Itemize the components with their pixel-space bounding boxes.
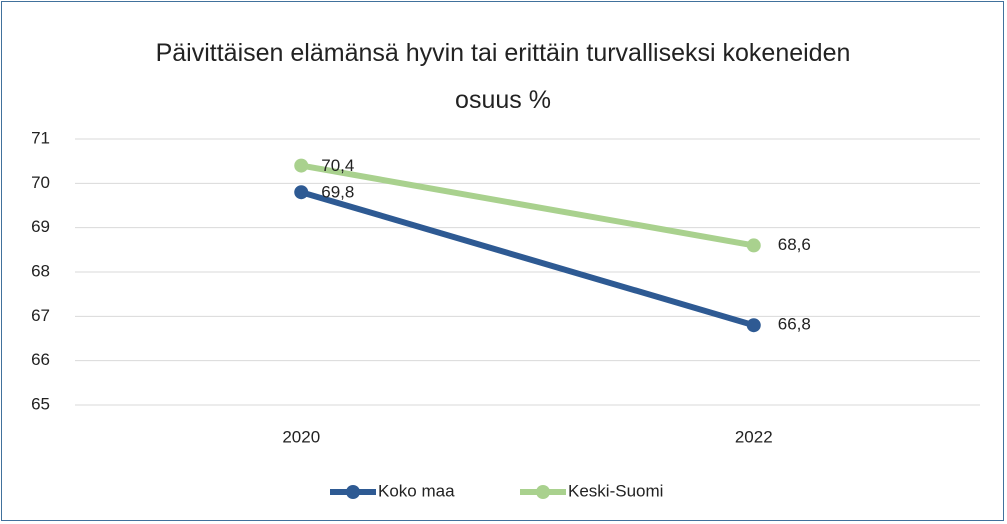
chart-title: Päivittäisen elämänsä hyvin tai erittäin… [155, 39, 851, 114]
legend-label: Keski-Suomi [568, 481, 663, 500]
data-label: 70,4 [321, 156, 354, 175]
legend-marker [346, 485, 360, 499]
series-line [300, 189, 755, 329]
y-tick-label: 69 [31, 217, 50, 236]
series-line [300, 162, 755, 249]
y-tick-label: 70 [31, 173, 50, 192]
data-point [294, 185, 309, 200]
data-label: 68,6 [778, 235, 811, 254]
legend-marker [536, 485, 550, 499]
y-tick-label: 67 [31, 306, 50, 325]
y-tick-label: 66 [31, 350, 50, 369]
legend-label: Koko maa [378, 481, 455, 500]
data-label: 69,8 [321, 183, 354, 202]
x-tick-label: 2020 [282, 427, 320, 446]
data-label: 66,8 [778, 315, 811, 334]
data-point [746, 318, 761, 333]
data-point [294, 158, 309, 173]
y-tick-label: 65 [31, 394, 50, 413]
y-tick-label: 71 [31, 128, 50, 147]
x-tick-label: 2022 [735, 427, 773, 446]
data-point [746, 238, 761, 253]
y-tick-label: 68 [31, 261, 50, 280]
